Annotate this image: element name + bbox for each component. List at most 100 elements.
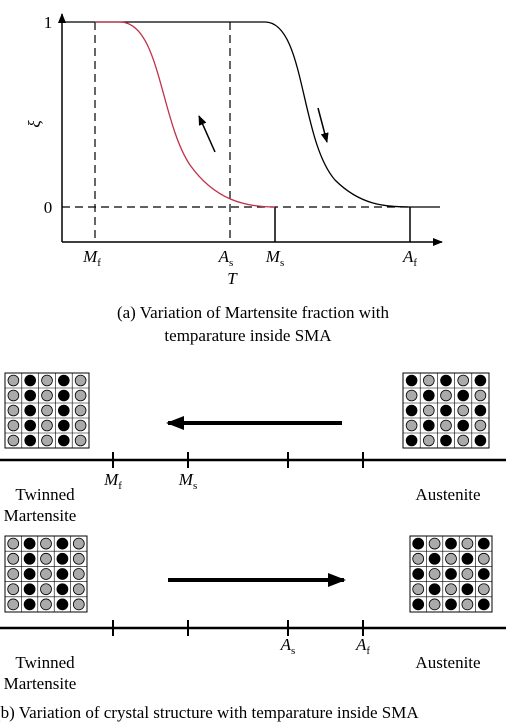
x-label: T (227, 269, 238, 288)
atom (74, 404, 87, 417)
atom (405, 404, 418, 417)
atom (23, 537, 36, 550)
atom (23, 598, 36, 611)
atom (457, 404, 470, 417)
symbol: A (218, 247, 230, 266)
atom (405, 419, 418, 432)
atom (412, 552, 425, 565)
symbol: A (355, 635, 367, 654)
tick-label: Mf (82, 247, 101, 269)
atom (445, 568, 457, 580)
caption: (b) Variation of crystal structure with … (0, 703, 419, 722)
atom (41, 389, 53, 402)
atom (457, 374, 470, 387)
cooling-curve (95, 21, 276, 208)
atom (7, 552, 20, 565)
symbol: A (402, 247, 414, 266)
atom (412, 537, 425, 550)
heating-arrow (317, 107, 329, 143)
atom (412, 568, 425, 580)
atom (412, 583, 425, 596)
atom (428, 583, 441, 596)
tick-label: Af (355, 635, 370, 657)
symbol: M (265, 247, 281, 266)
atom (461, 583, 474, 596)
atom (428, 537, 441, 550)
subscript: s (291, 645, 295, 657)
atom (422, 404, 435, 417)
subscript: f (97, 257, 101, 269)
atom (474, 404, 487, 417)
subscript: s (280, 257, 284, 269)
atom (422, 419, 435, 432)
tick-label: Ms (265, 247, 284, 269)
atom (72, 568, 85, 580)
atom (72, 552, 85, 565)
atom (24, 404, 37, 417)
atom (477, 598, 490, 611)
atom (56, 552, 69, 565)
state-label: Austenite (415, 653, 480, 672)
atom (41, 434, 53, 447)
cooling-arrow (198, 115, 216, 153)
heating-curve (62, 21, 440, 208)
atom (477, 552, 490, 565)
atom (41, 374, 53, 387)
atom (7, 583, 20, 596)
state-label: Martensite (4, 674, 77, 693)
atom (405, 389, 418, 402)
atom (7, 374, 20, 387)
atom (7, 598, 20, 611)
atom (74, 374, 87, 387)
atom (422, 374, 435, 387)
atom (461, 598, 474, 611)
atom (72, 598, 85, 611)
atom (57, 389, 70, 402)
symbol: M (103, 470, 119, 489)
atom (405, 374, 418, 387)
atom (445, 537, 457, 550)
atom (445, 583, 457, 596)
atom (74, 389, 87, 402)
subscript: f (118, 480, 122, 492)
atom (72, 583, 85, 596)
atom (23, 568, 36, 580)
atom (40, 583, 52, 596)
atom (7, 404, 20, 417)
tick-label: Ms (178, 470, 197, 492)
y-tick-label: 0 (44, 198, 53, 217)
subscript: s (193, 480, 197, 492)
atom (477, 568, 490, 580)
tick-label: As (280, 635, 296, 657)
atom (457, 419, 470, 432)
atom (477, 537, 490, 550)
atom (428, 598, 441, 611)
atom (440, 389, 452, 402)
symbol: M (178, 470, 194, 489)
atom (7, 419, 20, 432)
state-label: Twinned (15, 653, 75, 672)
atom (440, 434, 452, 447)
atom (24, 389, 37, 402)
atom (474, 434, 487, 447)
atom (57, 374, 70, 387)
atom (56, 583, 69, 596)
atom (74, 434, 87, 447)
symbol: M (82, 247, 98, 266)
tick-label: Mf (103, 470, 122, 492)
atom (24, 419, 37, 432)
atom (40, 552, 52, 565)
symbol: A (280, 635, 292, 654)
state-label: Twinned (15, 485, 75, 504)
atom (477, 583, 490, 596)
atom (461, 552, 474, 565)
atom (7, 568, 20, 580)
state-label: Martensite (4, 506, 77, 525)
atom (56, 537, 69, 550)
atom (405, 434, 418, 447)
atom (56, 568, 69, 580)
atom (7, 389, 20, 402)
atom (7, 434, 20, 447)
